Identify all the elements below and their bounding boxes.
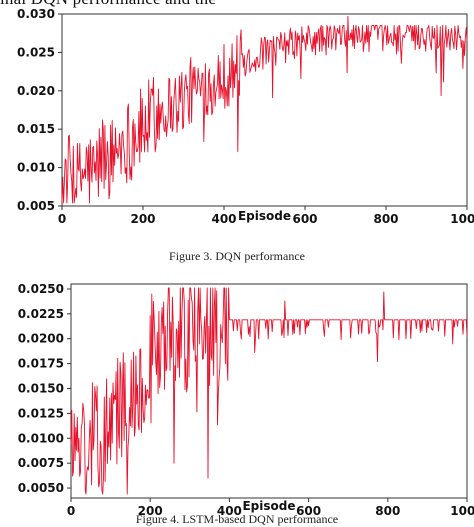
plot-frame [70,283,468,499]
y-tick-label: 0.0250 [18,282,64,296]
x-axis-label: Episode [238,209,291,223]
y-tick-label: 0.0200 [18,332,64,346]
y-tick-label: 0.005 [17,199,55,213]
data-series-line [70,287,468,495]
x-tick-label: 0 [58,212,66,226]
y-tick-label: 0.025 [17,45,55,59]
y-tick-label: 0.0125 [18,406,64,420]
plot-frame [61,13,468,207]
y-tick-label: 0.0175 [18,357,64,371]
x-tick-label: 800 [375,504,400,518]
x-tick-label: 200 [130,212,155,226]
x-tick-label: 600 [296,504,321,518]
figure4-caption: Figure 4. LSTM-based DQN performance [135,512,339,526]
x-axis-label: Episode [242,499,295,513]
y-tick-label: 0.020 [17,84,55,98]
x-tick-label: 400 [217,504,242,518]
figure3-caption: Figure 3. DQN performance [169,249,305,263]
y-tick-label: 0.0075 [18,456,64,470]
data-series-line [61,15,468,204]
x-tick-label: 0 [67,504,75,518]
x-tick-label: 800 [373,212,398,226]
x-tick-label: 400 [211,212,236,226]
y-tick-label: 0.015 [17,122,55,136]
y-tick-label: 0.030 [17,7,55,21]
y-tick-label: 0.0100 [18,431,64,445]
dqn-performance-chart: 0.005 0.010 0.015 0.020 0.025 0.030 0 200 400 600… [17,7,474,226]
body-text-fragment: inal DQN performance and the [0,0,216,9]
y-tick-label: 0.010 [17,161,55,175]
lstm-dqn-performance-chart: 0.0050 0.0075 0.0100 0.0125 0.0150 0.0175 0.02… [18,282,474,518]
x-tick-label: 600 [292,212,317,226]
x-tick-label: 200 [138,504,163,518]
y-tick-label: 0.0225 [18,307,64,321]
y-tick-label: 0.0050 [18,481,64,495]
y-tick-label: 0.0150 [18,382,64,396]
